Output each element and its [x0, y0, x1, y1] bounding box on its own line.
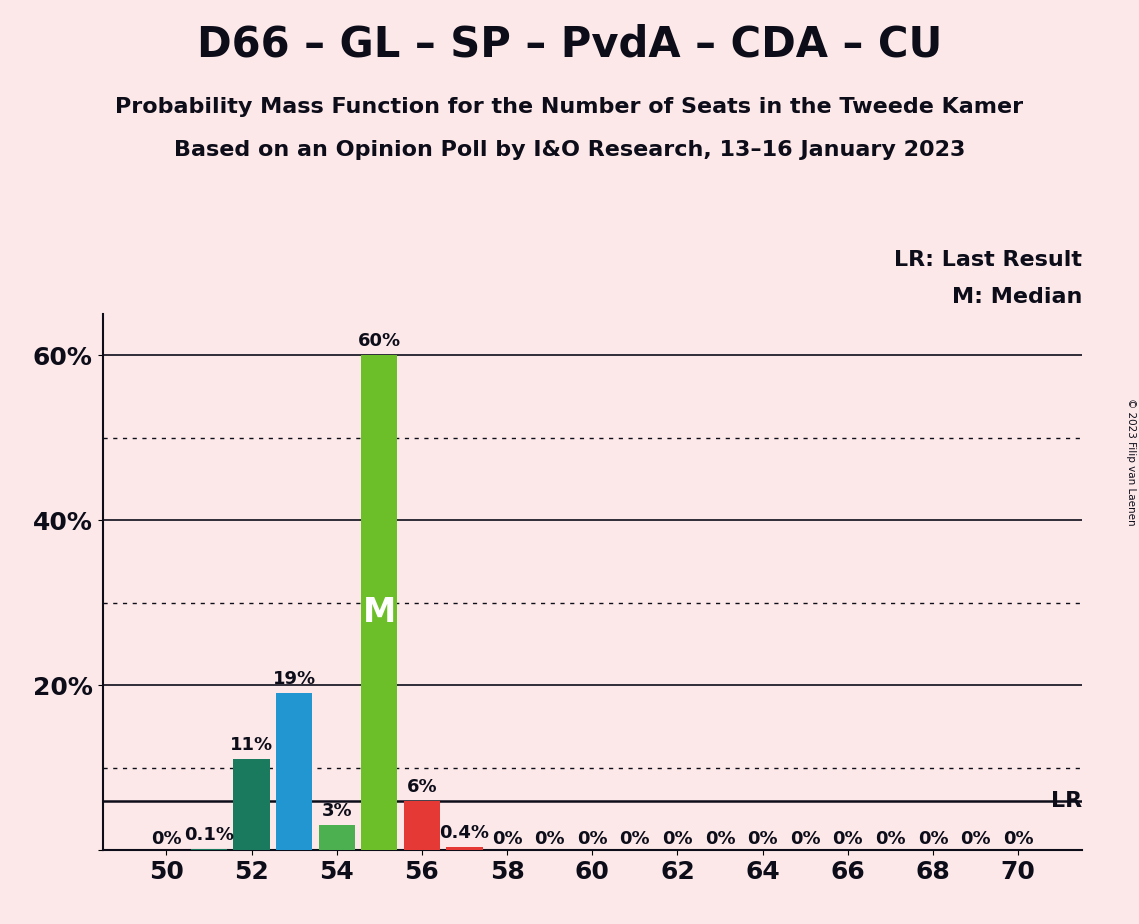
Text: 0%: 0%: [790, 830, 820, 847]
Text: © 2023 Filip van Laenen: © 2023 Filip van Laenen: [1126, 398, 1136, 526]
Text: 11%: 11%: [230, 736, 273, 754]
Text: 0%: 0%: [151, 830, 182, 847]
Text: 0%: 0%: [620, 830, 650, 847]
Text: 0%: 0%: [1002, 830, 1033, 847]
Text: 0%: 0%: [918, 830, 949, 847]
Text: D66 – GL – SP – PvdA – CDA – CU: D66 – GL – SP – PvdA – CDA – CU: [197, 23, 942, 65]
Text: 0.1%: 0.1%: [185, 826, 233, 845]
Text: Based on an Opinion Poll by I&O Research, 13–16 January 2023: Based on an Opinion Poll by I&O Research…: [174, 140, 965, 161]
Text: 3%: 3%: [321, 802, 352, 821]
Bar: [446, 846, 483, 850]
Text: 60%: 60%: [358, 333, 401, 350]
Text: M: M: [362, 596, 396, 629]
Text: M: Median: M: Median: [952, 287, 1082, 308]
Text: 0%: 0%: [960, 830, 991, 847]
Bar: [319, 825, 355, 850]
Text: 0%: 0%: [534, 830, 565, 847]
Text: LR: Last Result: LR: Last Result: [894, 249, 1082, 270]
Text: 0.4%: 0.4%: [440, 824, 490, 842]
Text: 0%: 0%: [747, 830, 778, 847]
Text: LR: LR: [1051, 791, 1082, 810]
Text: 0%: 0%: [833, 830, 863, 847]
Text: Probability Mass Function for the Number of Seats in the Tweede Kamer: Probability Mass Function for the Number…: [115, 97, 1024, 117]
Text: 6%: 6%: [407, 778, 437, 796]
Text: 0%: 0%: [705, 830, 736, 847]
Text: 0%: 0%: [875, 830, 906, 847]
Bar: [361, 356, 398, 850]
Bar: [276, 693, 312, 850]
Bar: [233, 760, 270, 850]
Text: 0%: 0%: [662, 830, 693, 847]
Text: 0%: 0%: [577, 830, 607, 847]
Bar: [404, 800, 440, 850]
Text: 0%: 0%: [492, 830, 523, 847]
Text: 19%: 19%: [272, 671, 316, 688]
